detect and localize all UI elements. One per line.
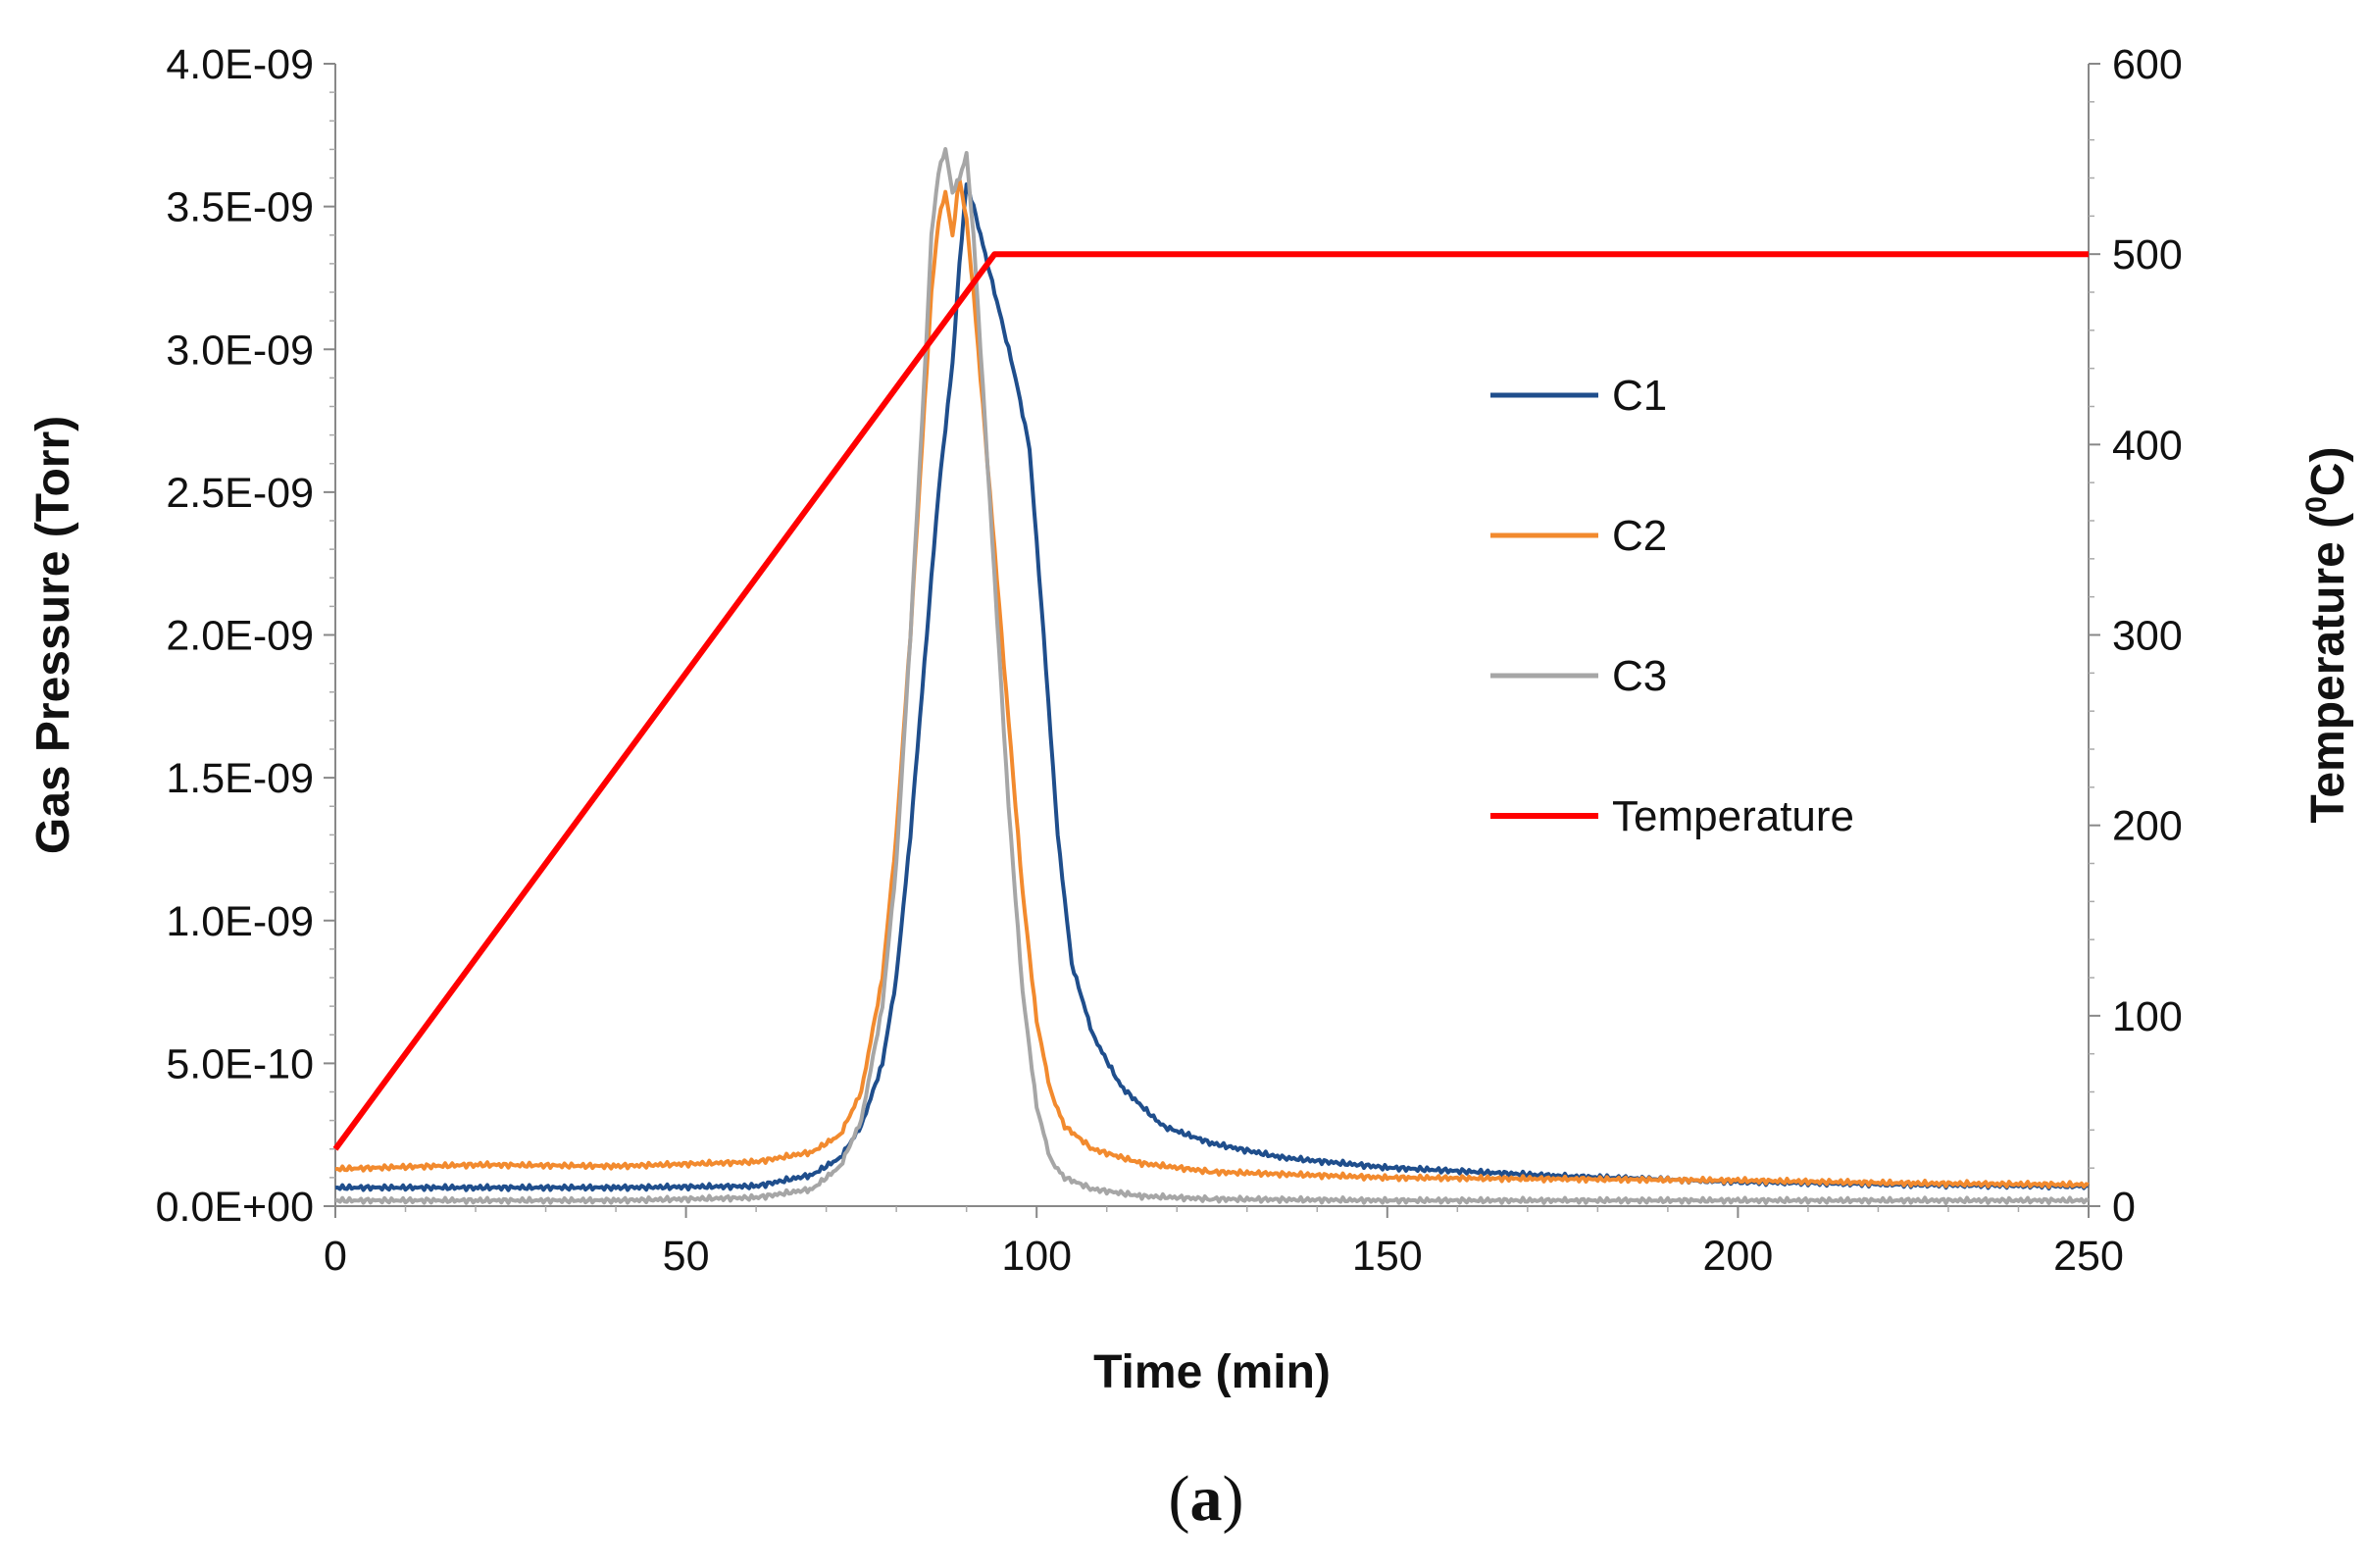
right-y-axis-title-main: Temperature ( [2302,513,2354,824]
x-tick-label: 150 [1352,1233,1423,1280]
x-tick-label: 50 [663,1233,710,1280]
legend-label-c2: C2 [1612,512,1667,560]
x-axis-title: Time (min) [1093,1346,1331,1398]
right-y-axis-title-superscript: 0 [2300,496,2333,513]
series-line-c1 [334,182,2090,1192]
right-y-tick-label: 300 [2112,613,2183,660]
x-tick-label: 250 [2053,1233,2124,1280]
series-line-c3 [334,147,2090,1205]
left-y-tick-label: 2.0E-09 [166,613,314,660]
x-tick-label: 100 [1001,1233,1072,1280]
tick-marks [324,63,2100,1218]
right-y-tick-label: 500 [2112,231,2183,278]
legend: C1 C2 C3 Temperature [1490,372,1854,840]
left-y-tick-label: 5.0E-10 [166,1040,314,1087]
axes [334,64,2090,1207]
x-tick-label: 200 [1703,1233,1774,1280]
right-y-axis-title-unit: C) [2302,447,2354,497]
left-y-tick-label: 1.0E-09 [166,898,314,945]
left-y-tick-label: 4.0E-09 [166,41,314,88]
series-line-temperature [332,251,2089,1151]
legend-label-temperature: Temperature [1612,792,1854,840]
caption-open-paren: ( [1169,1463,1190,1535]
left-y-tick-label: 1.5E-09 [166,755,314,802]
tick-labels: 0 50 100 150 200 250 0.0E+00 5.0E-10 1.0E-09 1.5E… [156,41,2183,1280]
legend-label-c3: C3 [1612,652,1667,700]
figure-caption: (a) [1169,1463,1244,1535]
right-y-tick-label: 200 [2112,803,2183,850]
left-y-tick-label: 0.0E+00 [156,1184,314,1231]
left-y-tick-label: 3.0E-09 [166,327,314,374]
left-y-tick-label: 3.5E-09 [166,184,314,231]
x-tick-label: 0 [324,1233,347,1280]
legend-label-c1: C1 [1612,372,1667,420]
right-y-axis-title: Temperature (0C) [2300,447,2354,824]
right-y-tick-label: 400 [2112,422,2183,469]
right-y-tick-label: 100 [2112,993,2183,1040]
right-y-tick-label: 600 [2112,41,2183,88]
left-y-axis-title: Gas Pressure (Torr) [27,416,79,854]
series-line-c2 [334,177,2090,1189]
left-y-tick-label: 2.5E-09 [166,470,314,517]
right-y-tick-label: 0 [2112,1184,2136,1231]
caption-letter: a [1190,1463,1223,1535]
caption-close-paren: ) [1223,1463,1244,1535]
series-layer [332,147,2090,1205]
